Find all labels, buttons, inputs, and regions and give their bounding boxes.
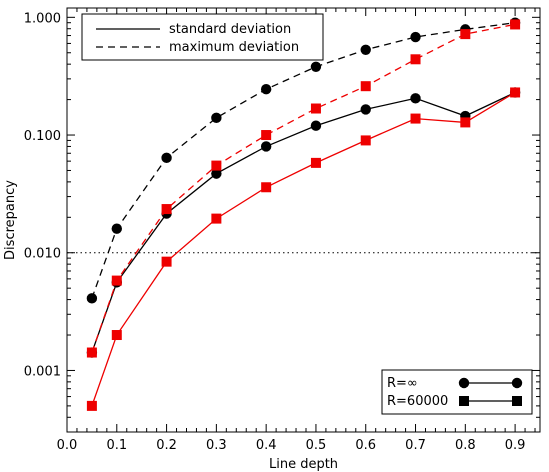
data-point-60000-standard [410, 113, 421, 124]
data-point-60000-maximum [460, 29, 471, 40]
data-point-60000-standard [510, 87, 521, 98]
data-point-inf-maximum [410, 31, 421, 43]
data-point-60000-maximum [211, 160, 222, 171]
legend-square-marker-right [512, 396, 522, 406]
series-layer [86, 17, 521, 411]
series-60000-standard [86, 87, 521, 411]
data-point-inf-maximum [360, 44, 371, 55]
legend-label-maximum-deviation: maximum deviation [169, 40, 299, 55]
data-point-inf-maximum [310, 61, 322, 72]
x-tick-label: 0.4 [256, 438, 277, 453]
x-tick-label: 0.6 [355, 438, 376, 453]
plot-frame [66, 7, 541, 433]
series-line-inf-standard [91, 91, 516, 353]
data-point-60000-maximum [261, 130, 272, 141]
data-point-60000-maximum [310, 103, 321, 114]
data-point-inf-maximum [86, 293, 98, 304]
data-point-60000-maximum [510, 19, 521, 30]
x-tick-label: 0.1 [106, 438, 127, 453]
x-tick-label: 0.5 [306, 438, 327, 453]
data-point-inf-maximum [260, 84, 272, 95]
x-tick-label: 0.8 [455, 438, 476, 453]
data-point-inf-standard [310, 120, 322, 131]
x-tick-label: 0.0 [57, 438, 78, 453]
legend-label-r-60000: R=60000 [387, 394, 448, 409]
axis-layer: 0.0 0.1 0.2 0.3 0.4 0.5 0.6 0.7 0.8 0.9 0.001 0.010… [24, 8, 540, 453]
data-point-60000-standard [360, 135, 371, 146]
data-point-inf-standard [260, 141, 272, 152]
data-point-inf-maximum [211, 112, 222, 124]
data-point-60000-maximum [86, 347, 97, 358]
series-inf-standard [86, 87, 521, 358]
legend-marker-styles: R=∞ R=60000 [381, 369, 533, 415]
y-tick-label: 0.010 [24, 247, 61, 262]
series-line-60000-maximum [91, 23, 516, 353]
data-point-60000-standard [86, 400, 97, 411]
data-point-60000-standard [460, 117, 471, 128]
x-tick-label: 0.3 [206, 438, 227, 453]
data-point-60000-standard [261, 182, 272, 193]
data-point-60000-standard [161, 256, 172, 267]
data-point-inf-standard [211, 168, 222, 179]
series-line-inf-maximum [91, 22, 516, 299]
data-point-60000-maximum [410, 54, 421, 65]
data-point-inf-standard [410, 93, 421, 104]
y-tick-label: 1.000 [24, 11, 61, 26]
data-point-60000-maximum [360, 81, 371, 92]
legend-line-styles-box [81, 13, 324, 61]
series-60000-maximum [86, 19, 521, 358]
legend-label-r-infinity: R=∞ [387, 376, 418, 391]
x-tick-label: 0.7 [405, 438, 426, 453]
legend-square-marker-left [459, 396, 469, 406]
data-point-inf-maximum [111, 223, 122, 234]
data-point-60000-maximum [161, 204, 172, 215]
y-axis-label: Discrepancy [3, 180, 18, 260]
legend-circle-marker-right [511, 377, 523, 389]
data-point-60000-standard [111, 330, 122, 341]
x-axis-label: Line depth [269, 457, 338, 472]
y-tick-label: 0.001 [24, 364, 61, 379]
legend-marker-styles-box [381, 369, 533, 415]
data-point-inf-maximum [161, 152, 172, 164]
legend-label-standard-deviation: standard deviation [169, 22, 291, 37]
data-point-inf-standard [360, 104, 371, 115]
y-tick-label: 0.100 [24, 129, 61, 144]
legend-circle-marker-left [458, 377, 470, 389]
x-tick-label: 0.2 [156, 438, 177, 453]
data-point-60000-standard [310, 157, 321, 168]
series-line-60000-standard [91, 91, 516, 407]
x-tick-label: 0.9 [505, 438, 526, 453]
data-point-60000-maximum [111, 275, 122, 286]
data-point-60000-standard [211, 213, 222, 224]
legend-line-styles: standard deviation maximum deviation [81, 13, 324, 61]
